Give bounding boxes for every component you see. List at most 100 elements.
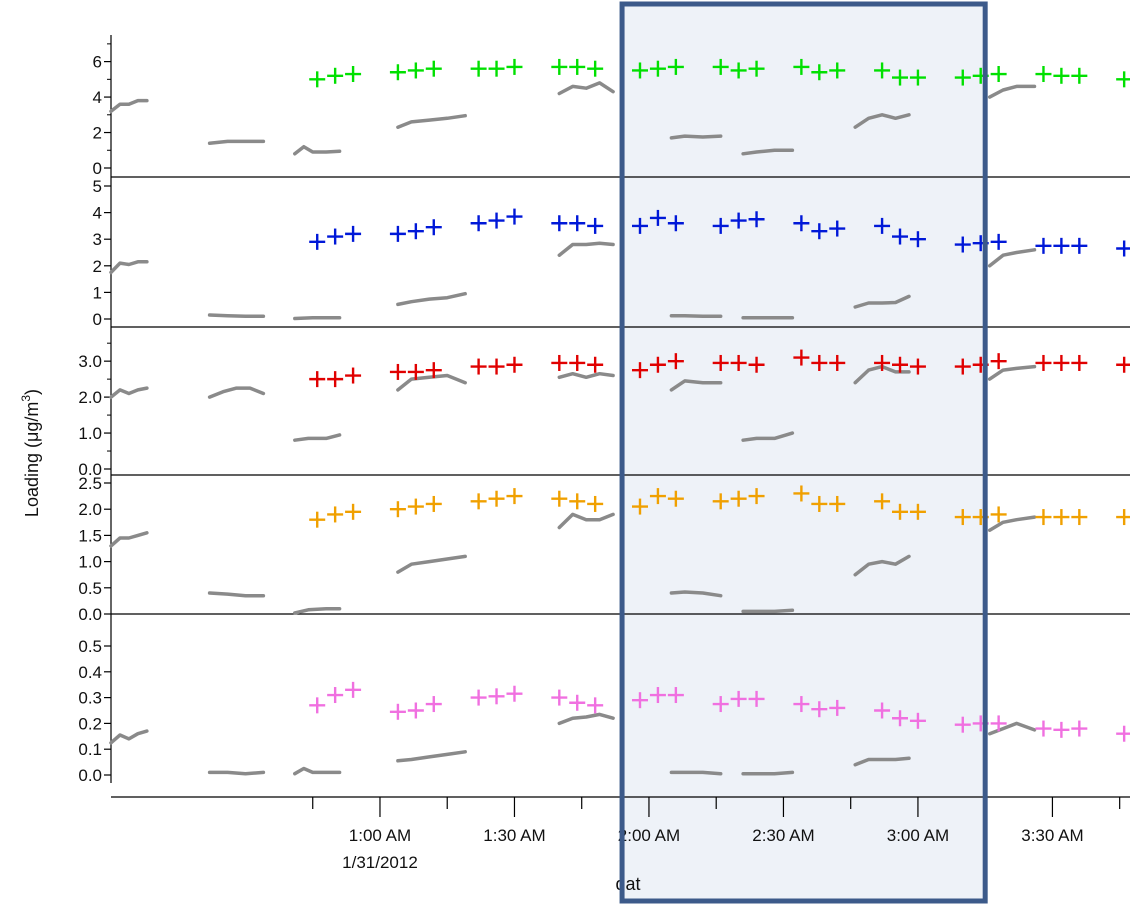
gray-series-segment (293, 315, 342, 321)
data-point-marker (425, 495, 442, 512)
data-point-marker (793, 58, 810, 75)
panel-4: 0.0 0.5 1.0 1.5 2.0 2.5 (78, 474, 1130, 624)
data-point-marker (1071, 237, 1088, 254)
gray-series-segment (396, 554, 467, 574)
data-point-marker (345, 225, 362, 242)
gray-series-segment (293, 607, 342, 615)
y-tick-label: 2 (93, 257, 102, 276)
gray-series-segment (669, 379, 723, 392)
gray-series-segment (741, 148, 795, 156)
data-point-marker (892, 710, 909, 727)
data-point-marker (1035, 66, 1052, 83)
data-point-marker (990, 506, 1007, 523)
y-tick-label: 3.0 (78, 352, 102, 371)
x-tick-label: 2:30 AM (752, 826, 814, 845)
highlight-window-border (619, 1, 988, 904)
x-axis-title: dat (615, 874, 640, 894)
data-point-marker (389, 501, 406, 518)
data-point-marker (389, 703, 406, 720)
gray-series-segment (557, 512, 615, 530)
data-point-marker (909, 231, 926, 248)
gray-series-segment (987, 248, 1037, 268)
data-point-marker (649, 488, 666, 505)
data-point-marker (506, 488, 523, 505)
data-point-marker (309, 233, 326, 250)
gray-series-segment (207, 770, 266, 776)
data-point-marker (587, 356, 604, 373)
y-tick-label: 6 (93, 53, 102, 72)
highlight-window (622, 4, 986, 901)
x-tick-sublabel: 1/31/2012 (342, 853, 418, 872)
data-point-marker (551, 58, 568, 75)
data-point-marker (874, 493, 891, 510)
data-point-marker (954, 236, 971, 253)
data-point-marker (748, 211, 765, 228)
gray-series-segment (207, 591, 266, 598)
gray-series-segment (109, 531, 149, 548)
data-point-marker (488, 212, 505, 229)
data-point-marker (425, 362, 442, 379)
gray-series-segment (396, 750, 467, 763)
panel-3: 0.0 1.0 2.0 3.0 (78, 342, 1130, 479)
data-point-marker (309, 511, 326, 528)
gray-series-segment (109, 386, 149, 399)
gray-series-segment (987, 364, 1037, 381)
gray-series-segment (557, 81, 615, 96)
y-tick-label: 2.0 (78, 500, 102, 519)
gray-series-segment (669, 314, 723, 319)
gray-series-segment (396, 291, 467, 307)
data-point-marker (1053, 237, 1070, 254)
gray-series-segment (109, 260, 149, 275)
data-point-marker (407, 363, 424, 380)
data-point-marker (1116, 356, 1130, 373)
data-point-marker (1035, 237, 1052, 254)
gray-series-segment (293, 766, 342, 776)
data-point-marker (506, 685, 523, 702)
data-point-marker (748, 690, 765, 707)
data-point-marker (793, 349, 810, 366)
data-point-marker (811, 64, 828, 81)
data-point-marker (874, 702, 891, 719)
y-tick-label: 1 (93, 283, 102, 302)
y-tick-label: 0.0 (78, 460, 102, 479)
data-point-marker (569, 58, 586, 75)
data-point-marker (1116, 240, 1130, 257)
data-point-marker (506, 58, 523, 75)
data-point-marker (587, 60, 604, 77)
y-tick-label: 1.0 (78, 553, 102, 572)
highlight-window-fill (622, 4, 986, 901)
y-tick-label: 0.5 (78, 579, 102, 598)
gray-series-segment (293, 433, 342, 442)
data-point-marker (631, 362, 648, 379)
data-point-marker (649, 209, 666, 226)
data-point-marker (990, 233, 1007, 250)
y-tick-label: 1.0 (78, 424, 102, 443)
data-point-marker (407, 223, 424, 240)
data-point-marker (712, 354, 729, 371)
gray-series-segment (293, 144, 342, 156)
data-point-marker (649, 356, 666, 373)
y-tick-label: 0.0 (78, 605, 102, 624)
data-point-marker (954, 509, 971, 526)
data-point-marker (793, 485, 810, 502)
data-point-marker (667, 490, 684, 507)
data-point-marker (874, 62, 891, 79)
data-point-marker (470, 493, 487, 510)
data-point-marker (829, 220, 846, 237)
data-point-marker (309, 371, 326, 388)
data-point-marker (407, 498, 424, 515)
data-point-marker (345, 66, 362, 83)
data-point-marker (327, 228, 344, 245)
y-tick-label: 3 (93, 230, 102, 249)
x-tick-label: 1:30 AM (483, 826, 545, 845)
data-point-marker (874, 217, 891, 234)
data-point-marker (407, 702, 424, 719)
data-point-marker (954, 716, 971, 733)
data-point-marker (327, 506, 344, 523)
data-point-marker (909, 503, 926, 520)
data-point-marker (712, 58, 729, 75)
y-tick-label: 0.0 (78, 766, 102, 785)
data-point-marker (748, 488, 765, 505)
data-point-marker (470, 358, 487, 375)
data-point-marker (569, 215, 586, 232)
